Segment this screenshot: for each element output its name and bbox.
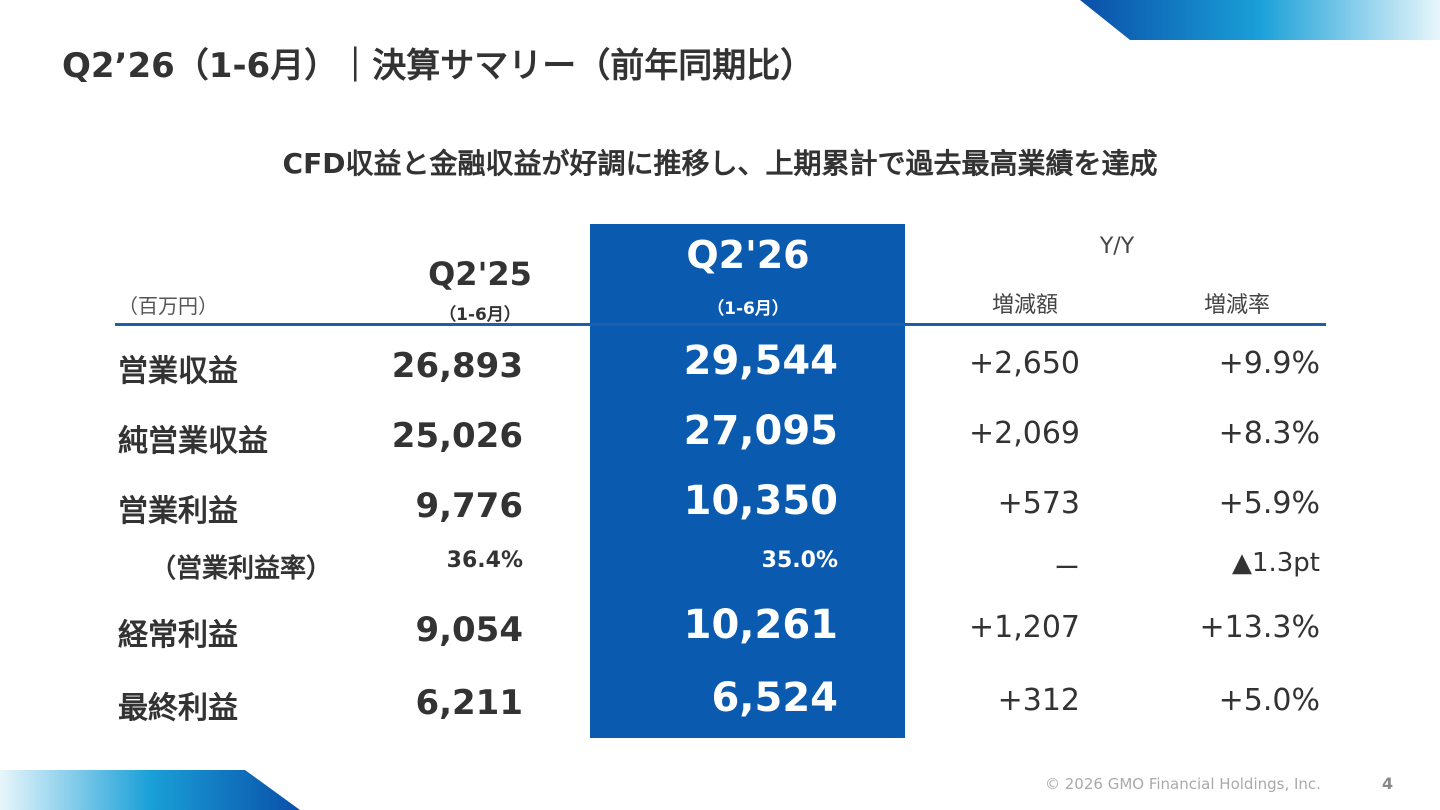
header-rule [115, 323, 1326, 326]
column-header: Q2'25 [428, 255, 532, 293]
highlight-column [590, 224, 905, 738]
cell: +2,650 [968, 346, 1080, 381]
cell: 35.0% [761, 548, 838, 573]
column-subheader: （1-6月） [439, 305, 521, 325]
slide-title: Q2’26（1-6月）｜決算サマリー（前年同期比） [62, 46, 815, 86]
subtitle: CFD収益と金融収益が好調に推移し、上期累計で過去最高業績を達成 [282, 147, 1158, 180]
cell: 26,893 [391, 346, 523, 386]
column-header: 増減額 [991, 293, 1059, 318]
cell: 25,026 [391, 416, 523, 456]
row-label: 経常利益 [118, 618, 238, 653]
row-label: 最終利益 [118, 691, 238, 726]
cell: +9.9% [1218, 346, 1320, 381]
unit-label: （百万円） [118, 294, 218, 318]
corner-shape [0, 770, 300, 810]
cell: 6,524 [711, 675, 838, 721]
cell: ▲1.3pt [1231, 548, 1320, 578]
cell: 10,350 [683, 478, 838, 524]
cell: +13.3% [1199, 610, 1320, 645]
cell: 9,776 [415, 486, 523, 526]
corner-shape [1080, 0, 1440, 40]
column-subheader: （1-6月） [707, 299, 789, 319]
row-label: （営業利益率） [150, 554, 333, 584]
cell: +5.0% [1218, 683, 1320, 718]
cell: 27,095 [683, 408, 838, 454]
column-header: Q2'26 [686, 233, 810, 277]
row-label: 営業利益 [118, 494, 238, 529]
cell: 6,211 [415, 683, 523, 723]
cell: +2,069 [968, 416, 1080, 451]
cell: ー [1053, 554, 1080, 584]
cell: 29,544 [683, 338, 838, 384]
cell: +5.9% [1218, 486, 1320, 521]
copyright: © 2026 GMO Financial Holdings, Inc. [1045, 775, 1321, 793]
page-number: 4 [1382, 774, 1394, 793]
cell: +573 [997, 486, 1080, 521]
column-header: 増減率 [1203, 293, 1271, 318]
yy-header: Y/Y [1099, 234, 1135, 259]
cell: +8.3% [1218, 416, 1320, 451]
cell: +1,207 [968, 610, 1080, 645]
row-label: 営業収益 [118, 354, 238, 389]
cell: 36.4% [446, 548, 523, 573]
row-label: 純営業収益 [118, 424, 268, 459]
cell: 9,054 [415, 610, 523, 650]
cell: +312 [997, 683, 1080, 718]
cell: 10,261 [683, 602, 838, 648]
